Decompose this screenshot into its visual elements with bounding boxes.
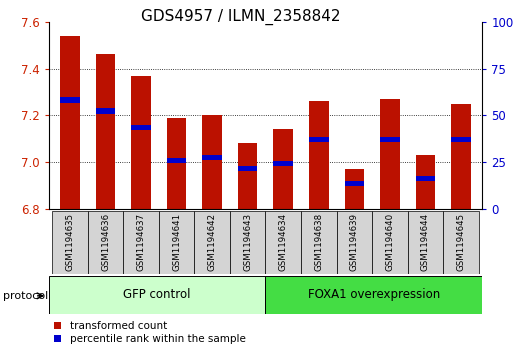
Bar [123,211,159,274]
Bar [309,136,328,142]
Bar [443,211,479,274]
Text: FOXA1 overexpression: FOXA1 overexpression [308,289,440,301]
Bar [167,118,186,209]
Bar [61,98,80,103]
Bar [345,181,364,186]
Text: GSM1194641: GSM1194641 [172,213,181,272]
Bar [52,211,88,274]
Bar [238,166,258,171]
Text: GSM1194640: GSM1194640 [385,213,394,272]
Bar [230,211,266,274]
Bar [380,99,400,209]
Bar [194,211,230,274]
Bar [96,54,115,209]
Bar [131,125,151,130]
Text: GSM1194639: GSM1194639 [350,213,359,271]
Text: GSM1194638: GSM1194638 [314,213,323,272]
Bar [96,109,115,114]
Bar [380,136,400,142]
Text: GSM1194635: GSM1194635 [66,213,74,272]
Text: GSM1194645: GSM1194645 [457,213,465,272]
Bar [88,211,123,274]
Bar [337,211,372,274]
Bar [372,211,408,274]
Bar [159,211,194,274]
Text: protocol: protocol [3,291,48,301]
Bar [345,169,364,209]
Text: GSM1194643: GSM1194643 [243,213,252,272]
Text: GSM1194634: GSM1194634 [279,213,288,272]
Bar [167,158,186,163]
Bar [451,136,470,142]
Bar [203,155,222,160]
Bar [61,36,80,209]
Bar [238,143,258,209]
Text: GSM1194642: GSM1194642 [208,213,216,272]
Bar [301,211,337,274]
Bar [273,129,293,209]
Bar [131,76,151,209]
Legend: transformed count, percentile rank within the sample: transformed count, percentile rank withi… [54,321,245,344]
Text: GFP control: GFP control [123,289,191,301]
Text: GSM1194636: GSM1194636 [101,213,110,272]
Bar [266,211,301,274]
Bar [203,115,222,209]
Text: GSM1194637: GSM1194637 [136,213,146,272]
Text: GSM1194644: GSM1194644 [421,213,430,272]
Bar [416,155,435,209]
Bar [416,176,435,182]
Bar [266,276,482,314]
Bar [408,211,443,274]
Bar [309,101,328,209]
Bar [451,103,470,209]
Text: GDS4957 / ILMN_2358842: GDS4957 / ILMN_2358842 [142,9,341,25]
Bar [273,161,293,166]
Bar [49,276,266,314]
